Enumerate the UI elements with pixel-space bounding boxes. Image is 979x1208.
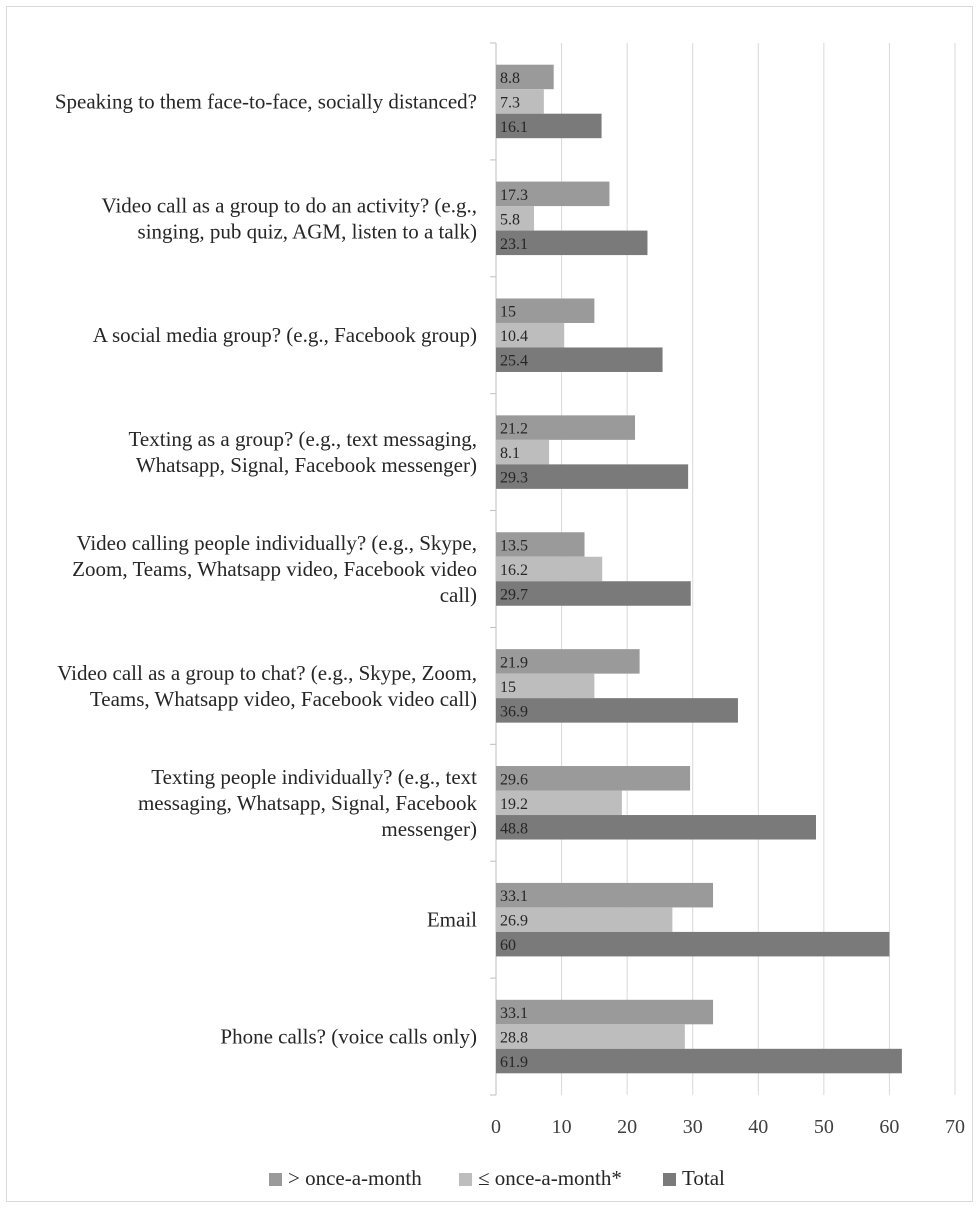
data-label: 33.1 <box>500 888 528 905</box>
category-label: Video call as a group to chat? (e.g., Sk… <box>57 661 477 685</box>
x-tick-label: 10 <box>552 1116 572 1138</box>
bar <box>496 532 585 557</box>
category-label: singing, pub quiz, AGM, listen to a talk… <box>138 219 477 243</box>
category-label: Phone calls? (voice calls only) <box>220 1025 477 1049</box>
bar <box>496 673 595 699</box>
data-label: 10.4 <box>500 328 528 345</box>
x-tick-label: 30 <box>683 1116 703 1138</box>
x-tick-label: 60 <box>879 1116 899 1138</box>
category-label: Zoom, Teams, Whatsapp video, Facebook vi… <box>72 557 477 581</box>
bar <box>496 815 816 840</box>
legend-label: ≤ once-a-month* <box>478 1166 622 1190</box>
category-label: Email <box>427 908 477 932</box>
bar <box>496 1024 685 1049</box>
data-label: 21.2 <box>500 421 528 438</box>
category-label: messaging, Whatsapp, Signal, Facebook <box>138 791 478 815</box>
bar <box>496 64 554 90</box>
x-tick-label: 40 <box>748 1116 768 1138</box>
data-label: 29.6 <box>500 771 528 788</box>
bar <box>496 230 648 256</box>
category-label: messenger) <box>381 817 477 841</box>
data-label: 19.2 <box>500 796 528 813</box>
data-label: 15 <box>500 304 516 321</box>
category-label: Video calling people individually? (e.g.… <box>76 531 477 555</box>
bar <box>496 766 691 791</box>
bar <box>496 698 738 723</box>
bar <box>496 556 603 582</box>
data-label: 16.1 <box>500 119 528 136</box>
gridlines <box>561 43 956 1095</box>
bar <box>496 790 622 816</box>
data-label: 23.1 <box>500 236 528 253</box>
bar <box>496 181 610 207</box>
bar <box>496 999 714 1025</box>
x-tick-label: 0 <box>491 1116 501 1138</box>
bar <box>496 113 602 139</box>
data-label: 8.1 <box>500 445 520 462</box>
x-tick-label: 20 <box>617 1116 637 1138</box>
data-label: 17.3 <box>500 187 528 204</box>
x-tick-label: 50 <box>814 1116 834 1138</box>
bar <box>496 89 544 114</box>
category-label: Texting as a group? (e.g., text messagin… <box>129 427 477 451</box>
legend-label: > once-a-month <box>288 1166 422 1190</box>
bar <box>496 464 689 489</box>
x-tick-label: 70 <box>945 1116 965 1138</box>
bar <box>496 882 714 908</box>
category-label: Speaking to them face-to-face, socially … <box>55 89 477 113</box>
data-label: 36.9 <box>500 703 528 720</box>
bar <box>496 649 640 674</box>
category-label: call) <box>440 583 477 607</box>
data-label: 15 <box>500 679 516 696</box>
bar <box>496 415 636 440</box>
bar <box>496 322 565 348</box>
bar <box>496 347 663 372</box>
category-label: Texting people individually? (e.g., text <box>151 765 477 789</box>
data-label: 8.8 <box>500 70 520 87</box>
data-label: 29.7 <box>500 587 528 604</box>
bar <box>496 298 595 323</box>
bar <box>496 907 673 932</box>
legend-swatch <box>663 1173 676 1186</box>
data-label: 48.8 <box>500 820 528 837</box>
bar <box>496 206 535 231</box>
chart-container: 0 10 20 30 40 50 60 70 8.8 7.3 16.1 Speaking to the… <box>6 6 973 1202</box>
category-label: A social media group? (e.g., Facebook gr… <box>93 323 477 347</box>
data-label: 61.9 <box>500 1054 528 1071</box>
data-label: 26.9 <box>500 913 528 930</box>
bar <box>496 1048 902 1074</box>
legend-swatch <box>269 1173 282 1186</box>
bar <box>496 931 890 957</box>
data-label: 21.9 <box>500 654 528 671</box>
bar <box>496 439 550 465</box>
legend-swatch <box>459 1173 472 1186</box>
data-label: 29.3 <box>500 470 528 487</box>
category-label: Teams, Whatsapp video, Facebook video ca… <box>90 687 477 711</box>
data-label: 25.4 <box>500 353 528 370</box>
data-label: 5.8 <box>500 211 520 228</box>
category-label: Video call as a group to do an activity?… <box>102 193 477 217</box>
data-label: 60 <box>500 937 516 954</box>
legend-label: Total <box>682 1166 725 1190</box>
data-label: 13.5 <box>500 538 528 555</box>
data-label: 16.2 <box>500 562 528 579</box>
data-label: 7.3 <box>500 94 520 111</box>
data-label: 28.8 <box>500 1030 528 1047</box>
data-label: 33.1 <box>500 1005 528 1022</box>
category-label: Whatsapp, Signal, Facebook messenger) <box>136 453 477 477</box>
bar <box>496 581 691 606</box>
bar-chart: 0 10 20 30 40 50 60 70 8.8 7.3 16.1 Speaking to the… <box>55 42 965 1190</box>
